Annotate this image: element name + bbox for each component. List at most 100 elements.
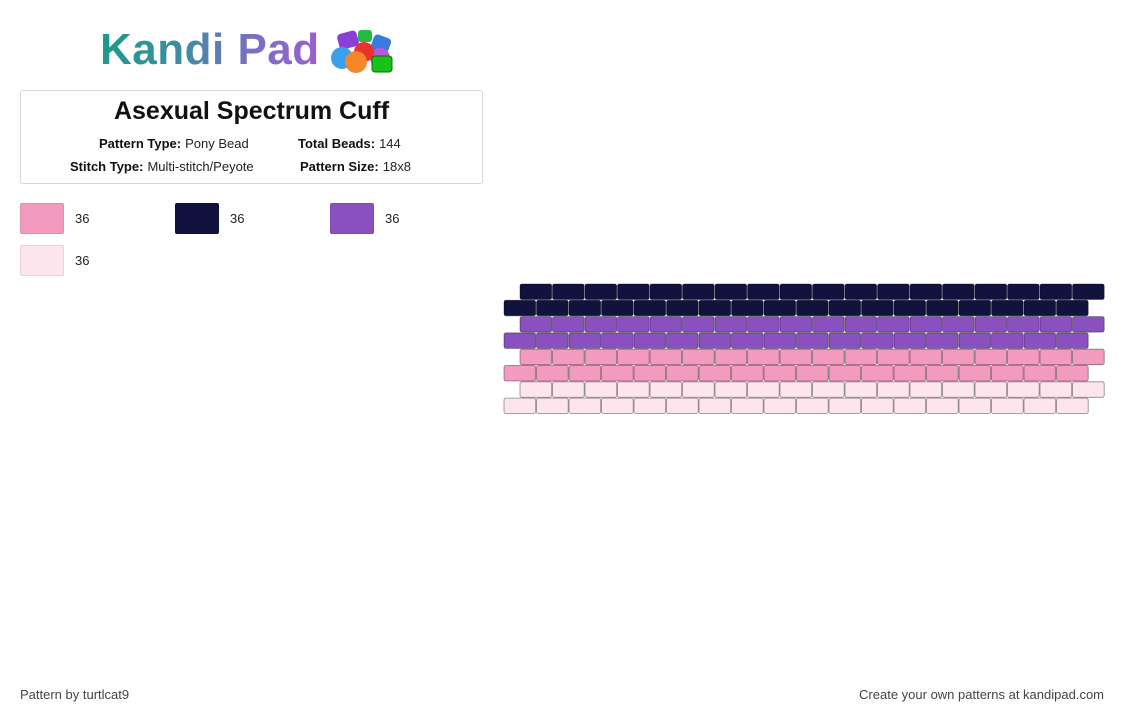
bead	[714, 316, 748, 333]
bead	[942, 283, 975, 300]
bead	[747, 283, 780, 300]
bead	[877, 316, 910, 333]
pattern-size: Pattern Size: 18x8	[300, 159, 411, 174]
kandi-pad-logo[interactable]: Kandi Pad	[100, 26, 410, 74]
bead	[568, 365, 602, 382]
bead	[601, 397, 634, 415]
bead	[991, 332, 1024, 349]
bead	[893, 299, 927, 317]
bead	[779, 316, 813, 333]
color-swatch	[330, 203, 374, 234]
swatch-count: 36	[230, 211, 245, 226]
bead	[812, 283, 845, 300]
bead	[519, 283, 553, 300]
bead	[779, 381, 813, 398]
bead	[1007, 381, 1040, 398]
bead	[1072, 283, 1105, 300]
bead	[633, 332, 667, 349]
bead	[682, 316, 715, 333]
bead	[812, 316, 845, 333]
bead	[877, 381, 910, 398]
color-swatch	[175, 203, 219, 234]
bead	[584, 283, 618, 300]
bead	[682, 348, 715, 366]
bead	[536, 332, 569, 349]
pattern-credit: Pattern by turtlcat9	[20, 687, 130, 702]
bead	[828, 299, 862, 317]
bead	[812, 348, 845, 366]
bead	[828, 365, 862, 382]
bead	[844, 348, 878, 366]
bead	[828, 332, 862, 349]
bead	[1072, 348, 1105, 366]
bead	[1072, 316, 1105, 333]
bead	[1007, 316, 1040, 333]
bead	[747, 381, 780, 398]
bead	[649, 283, 683, 300]
bead	[698, 397, 732, 415]
bead	[682, 381, 715, 398]
swatch-count: 36	[75, 211, 90, 226]
bead	[633, 299, 667, 317]
bead	[861, 299, 894, 317]
pattern-type-value: Pony Bead	[185, 136, 249, 151]
bead	[958, 397, 992, 415]
bead	[649, 381, 683, 398]
bead	[536, 299, 569, 317]
bead	[552, 316, 585, 333]
pattern-info-card: Asexual Spectrum Cuff Pattern Type: Pony …	[20, 90, 483, 184]
bead	[1072, 381, 1105, 398]
total-beads-label: Total Beads:	[298, 136, 376, 151]
bead	[698, 299, 732, 317]
bead-pile-icon	[331, 30, 393, 73]
bead	[747, 348, 780, 366]
bead	[698, 332, 732, 349]
bead	[568, 332, 602, 349]
bead	[958, 332, 992, 349]
bead	[1023, 332, 1057, 349]
pattern-type-label: Pattern Type:	[99, 136, 182, 151]
bead	[974, 316, 1008, 333]
bead	[796, 299, 829, 317]
color-swatch	[20, 245, 64, 276]
bead	[958, 299, 992, 317]
bead	[844, 381, 878, 398]
bead	[1039, 316, 1073, 333]
bead	[796, 332, 829, 349]
bead	[503, 332, 537, 349]
bead	[633, 397, 667, 415]
bead	[519, 316, 553, 333]
total-beads: Total Beads: 144	[298, 136, 401, 151]
pattern-size-label: Pattern Size:	[300, 159, 379, 174]
bead	[877, 348, 910, 366]
bead	[552, 381, 585, 398]
stitch-type-label: Stitch Type:	[70, 159, 144, 174]
kandipad-link[interactable]: Create your own patterns at kandipad.com	[859, 687, 1104, 702]
bead	[893, 397, 927, 415]
bead	[763, 299, 797, 317]
bead	[601, 332, 634, 349]
bead	[666, 365, 699, 382]
bead	[958, 365, 992, 382]
bead	[909, 348, 943, 366]
bead	[584, 316, 618, 333]
bead	[633, 365, 667, 382]
bead	[1023, 365, 1057, 382]
bead	[584, 348, 618, 366]
bead	[1023, 397, 1057, 415]
bead	[861, 397, 894, 415]
bead	[877, 283, 910, 300]
bead	[763, 365, 797, 382]
bead	[519, 348, 553, 366]
bead	[893, 365, 927, 382]
bead	[747, 316, 780, 333]
bead	[909, 381, 943, 398]
stitch-type: Stitch Type: Multi-stitch/Peyote	[70, 159, 254, 174]
bead	[926, 397, 959, 415]
bead	[1039, 381, 1073, 398]
bead	[568, 397, 602, 415]
bead	[503, 299, 537, 317]
bead	[844, 316, 878, 333]
bead	[1039, 283, 1073, 300]
